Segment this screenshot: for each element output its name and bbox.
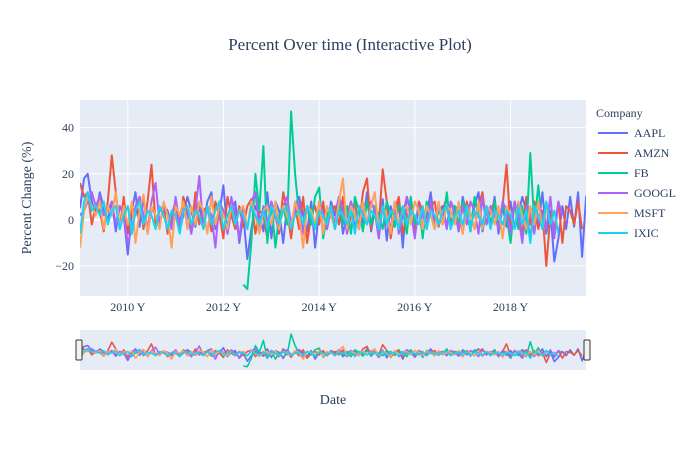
legend-item-ixic[interactable]: IXIC bbox=[598, 226, 659, 240]
legend-item-googl[interactable]: GOOGL bbox=[598, 186, 676, 200]
range-slider[interactable] bbox=[80, 330, 586, 370]
range-slider-right-handle[interactable] bbox=[583, 339, 591, 361]
x-tick-label: 2012 Y bbox=[206, 300, 242, 314]
y-tick-label: 0 bbox=[68, 213, 74, 227]
series-lines bbox=[80, 110, 586, 291]
y-tick-labels: 40 20 0 −20 bbox=[55, 121, 74, 273]
x-tick-label: 2016 Y bbox=[397, 300, 433, 314]
legend-label: AAPL bbox=[634, 126, 665, 140]
x-tick-label: 2010 Y bbox=[110, 300, 146, 314]
x-tick-labels: 2010 Y 2012 Y 2014 Y 2016 Y 2018 Y bbox=[110, 300, 528, 314]
x-tick-label: 2014 Y bbox=[302, 300, 338, 314]
y-axis-title: Percent Change (%) bbox=[20, 141, 35, 254]
legend-item-fb[interactable]: FB bbox=[598, 166, 649, 180]
range-slider-lines bbox=[80, 333, 586, 368]
x-axis-title: Date bbox=[320, 393, 346, 408]
legend-label: GOOGL bbox=[634, 186, 676, 200]
range-slider-left-handle[interactable] bbox=[75, 339, 83, 361]
plot-area[interactable] bbox=[80, 100, 586, 296]
x-tick-label: 2018 Y bbox=[493, 300, 529, 314]
legend-title: Company bbox=[596, 106, 643, 120]
legend-label: AMZN bbox=[634, 146, 670, 160]
legend: AAPL AMZN FB GOOGL MSFT IXIC bbox=[598, 126, 676, 240]
legend-label: MSFT bbox=[634, 206, 666, 220]
legend-item-msft[interactable]: MSFT bbox=[598, 206, 666, 220]
chart-title: Percent Over time (Interactive Plot) bbox=[228, 35, 472, 54]
y-tick-label: 20 bbox=[62, 167, 74, 181]
legend-item-amzn[interactable]: AMZN bbox=[598, 146, 670, 160]
range-slider-line-ixic bbox=[80, 348, 559, 360]
legend-label: FB bbox=[634, 166, 649, 180]
legend-item-aapl[interactable]: AAPL bbox=[598, 126, 665, 140]
legend-label: IXIC bbox=[634, 226, 659, 240]
series-line-ixic[interactable] bbox=[80, 191, 560, 244]
y-tick-label: 40 bbox=[62, 121, 74, 135]
y-tick-label: −20 bbox=[55, 259, 74, 273]
